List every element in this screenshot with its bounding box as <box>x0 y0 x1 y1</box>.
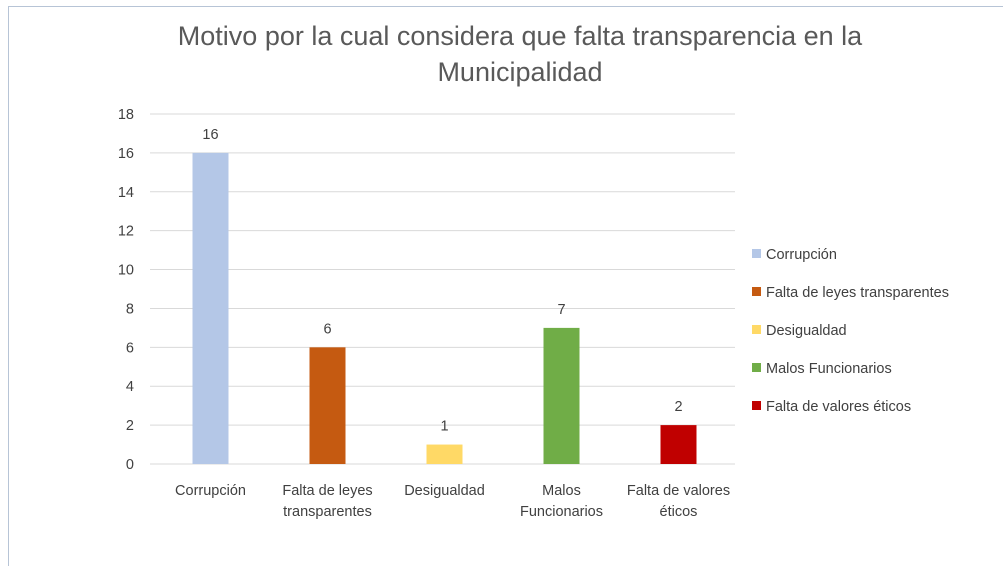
y-tick-label: 8 <box>126 301 134 317</box>
legend-label: Falta de valores éticos <box>766 399 911 415</box>
y-tick-label: 10 <box>118 263 134 279</box>
bar <box>426 444 463 464</box>
bar <box>660 425 697 464</box>
legend-label: Desigualdad <box>766 323 847 339</box>
y-tick-label: 14 <box>118 185 134 201</box>
legend-label: Malos Funcionarios <box>766 361 892 377</box>
plot: 0 2 4 6 8 10 12 14 16 18 16 6 1 7 2 Corrupción Falta de … <box>118 107 949 473</box>
data-label: 16 <box>202 127 218 143</box>
chart-title: Motivo por la cual considera que falta t… <box>177 21 863 87</box>
legend-swatch <box>752 401 761 410</box>
data-label: 2 <box>674 399 682 415</box>
data-label: 6 <box>323 321 331 337</box>
bar <box>543 327 580 464</box>
legend-label: Corrupción <box>766 247 837 263</box>
legend-swatch <box>752 325 761 334</box>
bar <box>309 347 346 464</box>
x-tick-label: Falta de valores éticos <box>626 483 731 520</box>
y-tick-label: 2 <box>126 418 134 434</box>
bar <box>192 152 229 464</box>
x-tick-label: Desigualdad <box>404 483 485 499</box>
data-label: 7 <box>557 302 565 318</box>
y-tick-label: 4 <box>126 379 134 395</box>
y-tick-label: 0 <box>126 457 134 473</box>
x-tick-label: Falta de leyes transparentes <box>282 483 373 520</box>
y-tick-label: 16 <box>118 146 134 162</box>
legend-swatch <box>752 363 761 372</box>
legend-swatch <box>752 287 761 296</box>
data-label: 1 <box>440 419 448 435</box>
legend-swatch <box>752 249 761 258</box>
y-tick-label: 6 <box>126 340 134 356</box>
y-tick-label: 12 <box>118 224 134 240</box>
x-tick-label: Corrupción <box>175 483 246 499</box>
chart: Motivo por la cual considera que falta t… <box>8 6 1003 566</box>
legend-label: Falta de leyes transparentes <box>766 285 949 301</box>
y-tick-label: 18 <box>118 107 134 123</box>
x-tick-label: Malos Funcionarios <box>519 483 603 520</box>
chart-border <box>8 6 1003 566</box>
